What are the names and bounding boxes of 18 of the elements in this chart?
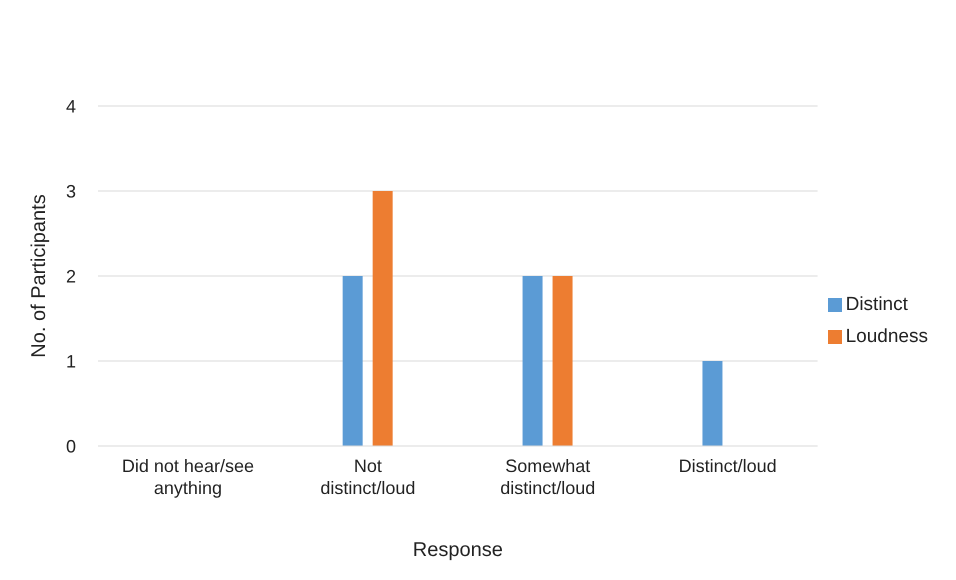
bar [522,276,543,446]
y-tick-label: 0 [66,436,76,456]
bar [702,361,722,446]
x-tick-label: Distinct/loud [678,456,777,476]
x-tick-label: Not distinct/loud [320,456,416,498]
bar [342,276,363,446]
bar [372,191,393,446]
y-axis-title: No. of Participants [28,194,50,358]
x-tick-label: Somewhat distinct/loud [500,456,596,498]
y-tick-label: 4 [66,96,76,116]
x-axis-title: Response [412,539,503,561]
y-tick-label: 2 [66,266,76,286]
legend-label: Loudness [846,326,928,347]
x-tick-label: Did not hear/see anything [122,456,254,498]
legend-label: Distinct [846,294,908,315]
bar [552,276,573,446]
y-tick-label: 1 [66,351,76,372]
y-tick-label: 3 [66,181,76,202]
